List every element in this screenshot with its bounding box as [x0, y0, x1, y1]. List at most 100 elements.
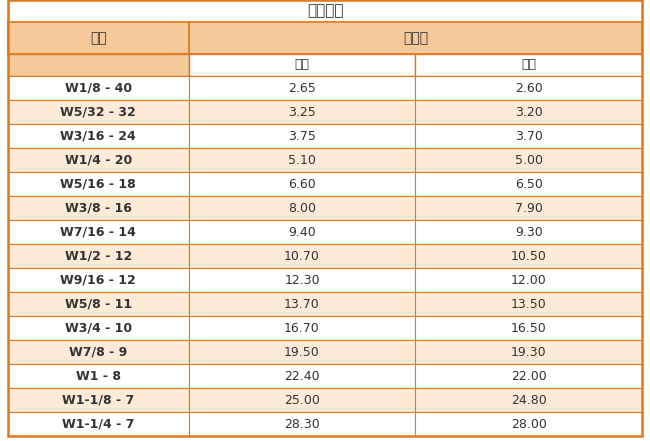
Bar — [415, 54, 642, 76]
Text: 5.10: 5.10 — [288, 153, 316, 167]
Text: 硬材: 硬材 — [294, 59, 309, 71]
Text: 22.40: 22.40 — [284, 370, 320, 382]
Bar — [8, 172, 188, 196]
Bar — [8, 412, 188, 436]
Text: 28.00: 28.00 — [511, 418, 547, 430]
Text: W3/16 - 24: W3/16 - 24 — [60, 130, 136, 142]
Bar — [415, 292, 642, 316]
Text: 7.90: 7.90 — [515, 202, 543, 214]
Bar — [415, 388, 642, 412]
Bar — [188, 244, 415, 268]
Text: 3.25: 3.25 — [288, 105, 316, 119]
Bar — [8, 196, 188, 220]
Bar — [8, 220, 188, 244]
Text: W5/16 - 18: W5/16 - 18 — [60, 177, 136, 191]
Bar — [188, 268, 415, 292]
Text: 钻孔径: 钻孔径 — [403, 31, 428, 45]
Text: W9/16 - 12: W9/16 - 12 — [60, 273, 136, 287]
Bar — [415, 316, 642, 340]
Text: 8.00: 8.00 — [288, 202, 316, 214]
Text: 英制螺纹: 英制螺纹 — [307, 4, 343, 19]
Bar — [415, 220, 642, 244]
Bar — [8, 22, 188, 54]
Bar — [415, 76, 642, 100]
Text: 6.50: 6.50 — [515, 177, 543, 191]
Text: 3.20: 3.20 — [515, 105, 543, 119]
Text: 6.60: 6.60 — [288, 177, 316, 191]
Text: 13.50: 13.50 — [511, 298, 547, 310]
Bar — [188, 316, 415, 340]
Bar — [8, 268, 188, 292]
Bar — [8, 76, 188, 100]
Text: 25.00: 25.00 — [284, 393, 320, 407]
Bar — [415, 340, 642, 364]
Text: 19.50: 19.50 — [284, 345, 320, 359]
Text: W1/4 - 20: W1/4 - 20 — [65, 153, 132, 167]
Bar — [8, 316, 188, 340]
Text: 12.00: 12.00 — [511, 273, 547, 287]
Text: 3.75: 3.75 — [288, 130, 316, 142]
Text: 10.50: 10.50 — [511, 250, 547, 262]
Bar — [8, 100, 188, 124]
Text: 3.70: 3.70 — [515, 130, 543, 142]
Bar — [188, 148, 415, 172]
Bar — [415, 148, 642, 172]
Bar — [188, 22, 642, 54]
Text: 10.70: 10.70 — [284, 250, 320, 262]
Bar — [415, 100, 642, 124]
Text: 16.70: 16.70 — [284, 321, 320, 335]
Bar — [415, 412, 642, 436]
Bar — [188, 412, 415, 436]
Text: 13.70: 13.70 — [284, 298, 320, 310]
Bar — [188, 54, 415, 76]
Text: W3/4 - 10: W3/4 - 10 — [65, 321, 132, 335]
Text: W5/32 - 32: W5/32 - 32 — [60, 105, 136, 119]
Text: W7/16 - 14: W7/16 - 14 — [60, 225, 136, 239]
Bar — [188, 292, 415, 316]
Text: 软材: 软材 — [521, 59, 536, 71]
Bar — [188, 340, 415, 364]
Bar — [188, 76, 415, 100]
Bar — [8, 340, 188, 364]
Bar — [415, 196, 642, 220]
Bar — [188, 388, 415, 412]
Text: 2.65: 2.65 — [288, 82, 316, 94]
Text: 9.30: 9.30 — [515, 225, 543, 239]
Bar — [415, 364, 642, 388]
Text: 19.30: 19.30 — [511, 345, 547, 359]
Text: 规格: 规格 — [90, 31, 107, 45]
Bar — [8, 364, 188, 388]
Text: W1 - 8: W1 - 8 — [76, 370, 121, 382]
Text: 2.60: 2.60 — [515, 82, 543, 94]
Bar — [8, 244, 188, 268]
Bar — [415, 268, 642, 292]
Bar — [8, 124, 188, 148]
Text: W1/2 - 12: W1/2 - 12 — [65, 250, 132, 262]
Text: W3/8 - 16: W3/8 - 16 — [65, 202, 132, 214]
Bar — [8, 292, 188, 316]
Text: 12.30: 12.30 — [284, 273, 320, 287]
Text: W1-1/4 - 7: W1-1/4 - 7 — [62, 418, 135, 430]
Bar — [188, 196, 415, 220]
Bar — [188, 220, 415, 244]
Text: 16.50: 16.50 — [511, 321, 547, 335]
Text: 22.00: 22.00 — [511, 370, 547, 382]
Text: 24.80: 24.80 — [511, 393, 547, 407]
Bar — [8, 388, 188, 412]
Text: W1-1/8 - 7: W1-1/8 - 7 — [62, 393, 135, 407]
Bar — [8, 54, 188, 76]
Text: W5/8 - 11: W5/8 - 11 — [65, 298, 132, 310]
Bar — [188, 364, 415, 388]
Bar — [188, 172, 415, 196]
Bar — [188, 124, 415, 148]
Bar — [415, 172, 642, 196]
Text: W1/8 - 40: W1/8 - 40 — [65, 82, 132, 94]
Text: 5.00: 5.00 — [515, 153, 543, 167]
Bar — [415, 124, 642, 148]
Bar — [8, 0, 642, 22]
Text: W7/8 - 9: W7/8 - 9 — [69, 345, 127, 359]
Text: 28.30: 28.30 — [284, 418, 320, 430]
Bar — [8, 148, 188, 172]
Bar — [188, 100, 415, 124]
Text: 9.40: 9.40 — [288, 225, 316, 239]
